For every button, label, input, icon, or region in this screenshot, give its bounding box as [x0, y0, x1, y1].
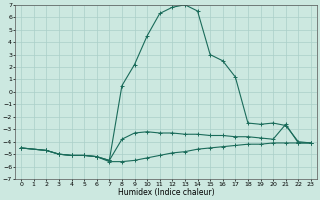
X-axis label: Humidex (Indice chaleur): Humidex (Indice chaleur)	[118, 188, 214, 197]
